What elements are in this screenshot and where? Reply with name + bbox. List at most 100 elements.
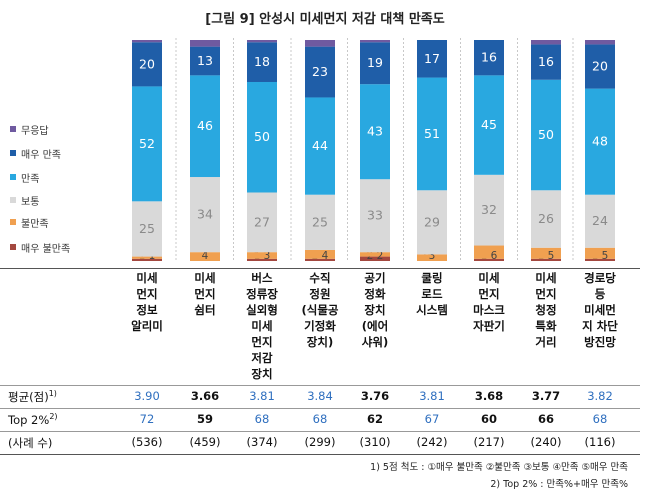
category-label-line: 미세먼 <box>584 303 616 317</box>
category-label-line: 지 차단 <box>582 319 618 333</box>
category-label: 경로당 등 미세먼 지 차단 방진망 <box>575 270 625 350</box>
bar-segment <box>190 177 220 253</box>
footnote-1: 1) 5점 척도 : ①매우 불만족 ②불만족 ③보통 ④만족 ⑤매우 만족 <box>370 462 628 473</box>
bar-segment <box>417 190 447 255</box>
bar-segment <box>585 44 615 89</box>
category-label-line: 정류장 <box>246 287 278 301</box>
bar-segment <box>305 40 335 47</box>
bar-segment <box>585 247 615 259</box>
bar-segment <box>190 46 220 76</box>
bar-segment <box>305 46 335 98</box>
bar-segment <box>132 86 162 202</box>
category-label-line: 시스템 <box>416 303 448 317</box>
table-cell: 62 <box>366 412 383 426</box>
data-label: 16 <box>481 50 497 65</box>
legend-item: 만족 <box>10 170 40 185</box>
bar-segment <box>360 42 390 85</box>
bar-segment <box>474 40 504 76</box>
legend-swatch <box>10 126 16 132</box>
category-label: 버스 정류장 실외형 미세 먼지 저감 장치 <box>237 270 287 382</box>
legend-swatch <box>10 174 16 180</box>
category-label-line: 실외형 <box>246 303 278 317</box>
bar-segment <box>132 258 162 261</box>
table-cell: 68 <box>312 412 328 426</box>
table-cell: (242) <box>416 435 448 449</box>
data-label: 44 <box>312 138 328 153</box>
category-label-line: 등 <box>594 287 606 301</box>
bar-segment <box>585 194 615 248</box>
legend-item: 불만족 <box>10 215 49 230</box>
data-label: 20 <box>592 59 608 74</box>
table-row-label: Top 2%2) <box>8 412 58 427</box>
bar-segment <box>585 88 615 195</box>
category-label-line: 먼지 <box>251 335 273 349</box>
data-label: 25 <box>312 214 328 229</box>
legend-label: 불만족 <box>21 218 49 230</box>
bar-segment <box>531 79 561 191</box>
data-label: 29 <box>424 214 440 229</box>
data-label: 25 <box>139 221 155 236</box>
table-cell: (116) <box>584 435 616 449</box>
bar-segment <box>190 40 220 47</box>
legend-label: 무응답 <box>21 125 49 137</box>
data-label: 45 <box>481 117 497 132</box>
bar-segment <box>247 192 277 253</box>
bar-segment <box>305 249 335 259</box>
row-label-text: 평균(점) <box>8 390 49 404</box>
category-label-line: 정원 <box>309 287 331 301</box>
category-label-line: 수직 <box>309 271 331 285</box>
bar-segment <box>305 258 335 261</box>
category-label-line: 방진망 <box>584 335 616 349</box>
category-label-line: 로드 <box>421 287 443 301</box>
row-label-text: Top 2% <box>8 412 50 427</box>
category-label-line: 미세 <box>136 271 158 285</box>
legend-label: 만족 <box>21 173 40 185</box>
data-label: 17 <box>424 51 440 66</box>
table-row-label: 평균(점)1) <box>8 389 57 405</box>
category-label-line: 버스 <box>251 271 273 285</box>
legend-item: 보통 <box>10 193 39 208</box>
legend-label: 매우 불만족 <box>21 243 71 255</box>
category-label-line: 먼지 <box>478 287 500 301</box>
bar-segment <box>247 81 277 193</box>
data-label: 46 <box>197 118 213 133</box>
bar-segment <box>132 42 162 87</box>
chart-title: [그림 9] 안성시 미세먼지 저감 대책 만족도 <box>205 12 445 27</box>
data-label: 27 <box>254 214 270 229</box>
data-label: 18 <box>254 54 270 69</box>
bar-segment <box>247 42 277 82</box>
category-label-line: 정화 <box>364 287 386 301</box>
data-label: 50 <box>538 127 554 142</box>
data-label: 5 <box>602 250 609 262</box>
category-label-line: 저감 <box>251 351 273 365</box>
bar-segment <box>360 84 390 180</box>
bar-segment <box>190 252 220 261</box>
bar-segment <box>360 179 390 253</box>
bar-segment <box>305 97 335 195</box>
category-label-line: 장치 <box>251 367 273 381</box>
bar-segment <box>247 258 277 261</box>
table-rule-1 <box>0 385 640 386</box>
bar-segment <box>417 40 447 78</box>
table-cell: 3.81 <box>419 389 445 403</box>
table-cell: 3.66 <box>190 389 220 403</box>
bar-segment <box>132 256 162 259</box>
bar-segment <box>474 258 504 261</box>
category-label-line: 자판기 <box>473 319 505 333</box>
bar-segment <box>417 254 447 261</box>
table-cell: 3.68 <box>474 389 504 403</box>
bar-segment <box>417 77 447 191</box>
category-label-line: 알리미 <box>131 319 163 333</box>
bar-segment <box>132 201 162 257</box>
row-label-footnote-mark: 2) <box>49 412 58 421</box>
table-cell: 3.76 <box>360 389 390 403</box>
table-rule-2 <box>0 408 640 409</box>
category-label-line: 마스크 <box>473 303 505 317</box>
data-label: 24 <box>592 213 608 228</box>
table-cell: (217) <box>473 435 505 449</box>
bar-segment <box>474 174 504 246</box>
table-cell: 3.82 <box>587 389 613 403</box>
category-label: 미세 먼지 쉼터 <box>180 270 230 318</box>
category-label: 공기 정화 장치 (에어 샤워) <box>350 270 400 350</box>
legend-item: 무응답 <box>10 122 49 137</box>
